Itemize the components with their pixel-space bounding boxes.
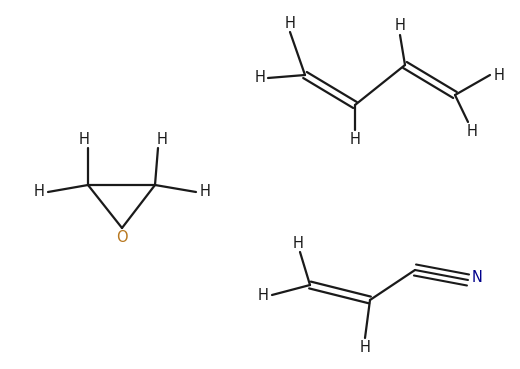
- Text: H: H: [200, 184, 211, 200]
- Text: H: H: [34, 184, 44, 200]
- Text: H: H: [493, 68, 504, 83]
- Text: H: H: [349, 131, 360, 146]
- Text: H: H: [395, 18, 406, 34]
- Text: H: H: [157, 132, 167, 148]
- Text: H: H: [466, 124, 477, 138]
- Text: H: H: [255, 70, 265, 86]
- Text: H: H: [257, 287, 268, 303]
- Text: H: H: [79, 132, 89, 148]
- Text: H: H: [293, 237, 304, 252]
- Text: O: O: [116, 231, 128, 245]
- Text: H: H: [284, 17, 295, 31]
- Text: H: H: [359, 339, 370, 355]
- Text: N: N: [472, 269, 483, 284]
